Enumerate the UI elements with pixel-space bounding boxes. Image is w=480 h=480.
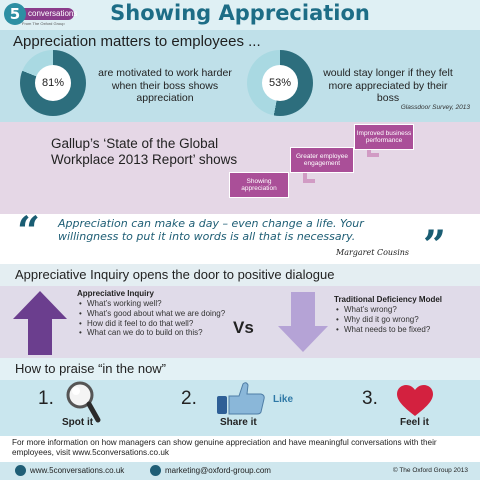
email-link[interactable]: marketing@oxford-group.com [165,466,271,475]
thumbs-up-icon [217,382,265,415]
logo-name: conversations [18,8,77,20]
step-greater-engagement: Greater employee engagement [290,147,354,173]
copyright: © The Oxford Group 2013 [392,467,468,474]
page-title: Showing Appreciation [110,1,370,25]
stat-text-stay-longer: would stay longer if they felt more appr… [323,67,453,104]
step-showing-appreciation: Showing appreciation [229,172,289,198]
list-item: What’s working well? [79,299,229,309]
arrow-up-icon [13,291,67,355]
inquiry-body: Appreciative Inquiry What’s working well… [0,286,480,358]
magnifying-glass-icon [66,381,101,423]
open-quote-icon: “ [17,208,41,255]
list-item: What needs to be fixed? [336,325,476,335]
close-quote-icon: ” [423,222,447,269]
email-icon [150,465,161,476]
header: conversations 5 From The Oxford Group Sh… [0,0,480,30]
footer: For more information on how managers can… [0,436,480,480]
list-item: What’s wrong? [336,305,476,315]
logo-tagline: From The Oxford Group [22,21,65,26]
list-item: How did it feel to do that well? [79,319,229,329]
gallup-text: Gallup’s ‘State of the Global Workplace … [51,136,238,167]
donut-chart-motivated: 81% [20,50,86,116]
right-list-title: Traditional Deficiency Model [334,295,443,304]
step-label: Spot it [62,417,94,428]
donut-chart-stay-longer: 53% [247,50,313,116]
step-number: 1. [38,388,54,409]
employee-stats-section: Appreciation matters to employees ... 81… [0,30,480,122]
footer-bar: www.5conversations.co.uk marketing@oxfor… [0,462,480,480]
quote-author: Margaret Cousins [336,248,410,257]
praise-header: How to praise “in the now” [0,358,480,380]
logo-number: 5 [4,3,26,25]
globe-icon [15,465,26,476]
logo[interactable]: conversations 5 From The Oxford Group [4,3,77,26]
list-item: Why did it go wrong? [336,315,476,325]
inquiry-section: Appreciative Inquiry opens the door to p… [0,264,480,358]
list-item: What can we do to build on this? [79,328,229,338]
list-item: What’s good about what we are doing? [79,309,229,319]
step-label: Feel it [400,417,429,428]
stat-text-motivated: are motivated to work harder when their … [98,67,232,104]
arrow-down-icon [278,292,328,352]
section-heading: Appreciation matters to employees ... [13,33,261,50]
footer-text: For more information on how managers can… [12,438,437,457]
gallup-section: Gallup’s ‘State of the Global Workplace … [0,122,480,214]
heart-icon [397,385,433,416]
quote-text: Appreciation can make a day – even chang… [58,217,364,243]
step-number: 2. [181,388,197,409]
source-note: Glassdoor Survey, 2013 [400,104,470,111]
website-link[interactable]: www.5conversations.co.uk [30,466,125,475]
section-heading: Appreciative Inquiry opens the door to p… [15,267,335,282]
step-label: Share it [220,417,257,428]
section-heading: How to praise “in the now” [15,361,167,376]
step-improved-performance: Improved business performance [354,124,414,150]
right-list: What’s wrong? Why did it go wrong? What … [336,305,476,334]
left-list-title: Appreciative Inquiry [77,289,154,298]
versus-label: Vs [233,318,254,337]
donut-value: 81% [35,65,71,101]
praise-section: How to praise “in the now” 1. Spot it 2.… [0,358,480,436]
step-number: 3. [362,388,378,409]
left-list: What’s working well? What’s good about w… [79,299,229,338]
quote-section: “ Appreciation can make a day – even cha… [0,208,480,269]
like-label: Like [273,394,294,405]
inquiry-header: Appreciative Inquiry opens the door to p… [0,264,480,286]
donut-value: 53% [262,65,298,101]
